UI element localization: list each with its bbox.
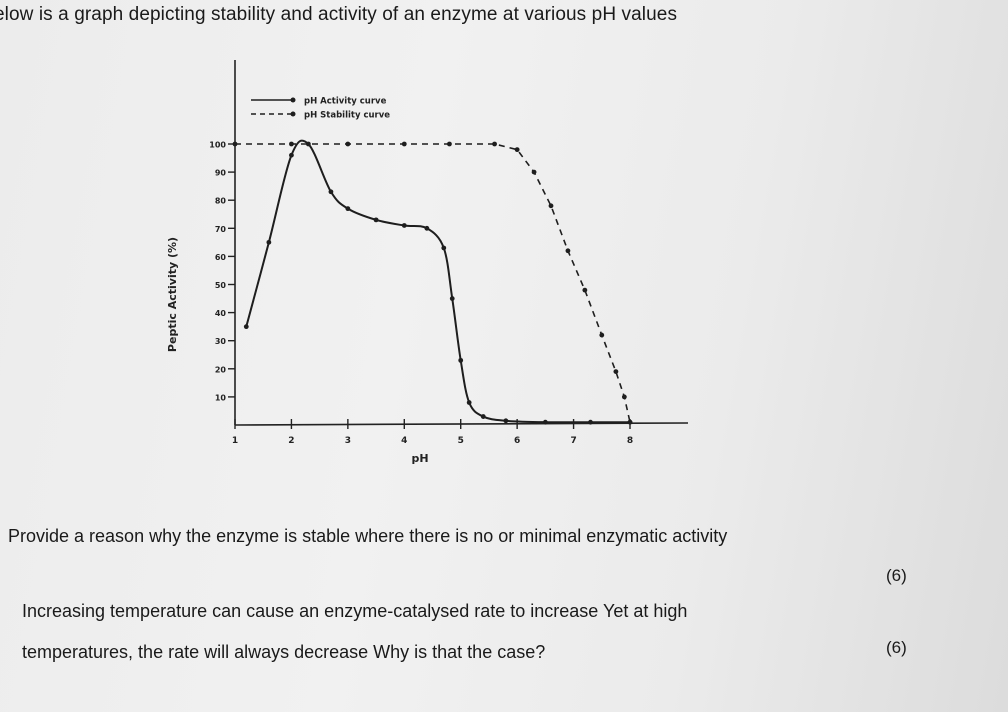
chart-legend: pH Activity curve pH Stability curve <box>251 97 390 121</box>
chart-series <box>232 139 633 425</box>
y-tick-label: 60 <box>215 253 227 262</box>
data-point <box>582 287 588 293</box>
legend-label: pH Stability curve <box>304 111 390 121</box>
data-point <box>565 248 571 254</box>
data-point <box>599 332 605 338</box>
legend-marker <box>290 97 296 103</box>
data-point <box>401 141 407 147</box>
x-tick-label: 3 <box>345 436 351 446</box>
page-heading: elow is a graph depicting stability and … <box>0 4 678 25</box>
series-line <box>235 143 631 423</box>
data-point <box>492 141 497 147</box>
data-point <box>447 141 452 147</box>
data-point <box>466 400 472 405</box>
data-point <box>266 239 272 245</box>
data-point <box>373 217 379 223</box>
data-point <box>514 147 520 153</box>
series-line <box>245 139 630 424</box>
x-tick-label: 4 <box>401 436 407 446</box>
x-tick-label: 1 <box>232 436 238 446</box>
question-2-line-1: Increasing temperature can cause an enzy… <box>22 601 688 621</box>
data-point <box>441 245 447 251</box>
data-point <box>424 225 430 231</box>
x-tick-label: 5 <box>458 436 464 446</box>
data-point <box>232 141 238 147</box>
data-point <box>503 418 509 424</box>
question-2-line-2: temperatures, the rate will always decre… <box>22 642 546 662</box>
question-1: Provide a reason why the enzyme is stabl… <box>8 526 728 546</box>
x-tick-label: 6 <box>514 436 520 446</box>
data-point <box>613 369 619 375</box>
data-point <box>542 419 548 425</box>
y-tick-label: 10 <box>215 393 227 402</box>
legend-marker <box>290 111 296 117</box>
data-point <box>305 141 311 147</box>
y-tick-label: 20 <box>215 365 227 374</box>
data-point <box>289 152 294 158</box>
data-point <box>345 206 351 212</box>
data-point <box>458 357 464 363</box>
data-point <box>548 203 554 209</box>
data-point <box>345 141 351 147</box>
chart-axes <box>228 60 689 429</box>
y-tick-label: 80 <box>215 197 227 206</box>
x-axis-line <box>234 422 689 426</box>
x-axis-label: pH <box>411 452 428 465</box>
y-tick-label: 50 <box>215 281 227 290</box>
series-activity <box>243 139 633 425</box>
data-point <box>328 189 334 195</box>
data-point <box>289 141 294 147</box>
data-point <box>449 296 455 301</box>
y-tick-label: 90 <box>215 169 227 178</box>
data-point <box>621 394 627 400</box>
series-stability <box>232 141 633 425</box>
data-point <box>243 324 249 330</box>
y-axis-label: Peptic Activity (%) <box>166 237 179 352</box>
x-tick-label: 2 <box>288 436 294 446</box>
y-tick-label: 70 <box>215 225 227 234</box>
legend-label: pH Activity curve <box>304 97 387 107</box>
data-point <box>401 223 407 228</box>
y-tick-label: 100 <box>209 141 226 150</box>
data-point <box>480 414 486 419</box>
data-point <box>627 419 633 425</box>
y-tick-label: 30 <box>215 337 227 346</box>
question-1-marks: (6) <box>886 566 907 585</box>
x-tick-label: 8 <box>627 436 633 446</box>
data-point <box>531 169 537 175</box>
x-tick-label: 7 <box>570 436 576 446</box>
y-tick-label: 40 <box>215 309 227 318</box>
data-point <box>588 419 593 425</box>
chart-tick-labels: 10 20 30 40 50 60 70 80 90 100 1 2 3 4 5 6 7 8 <box>209 141 633 447</box>
question-2-marks: (6) <box>886 638 907 657</box>
